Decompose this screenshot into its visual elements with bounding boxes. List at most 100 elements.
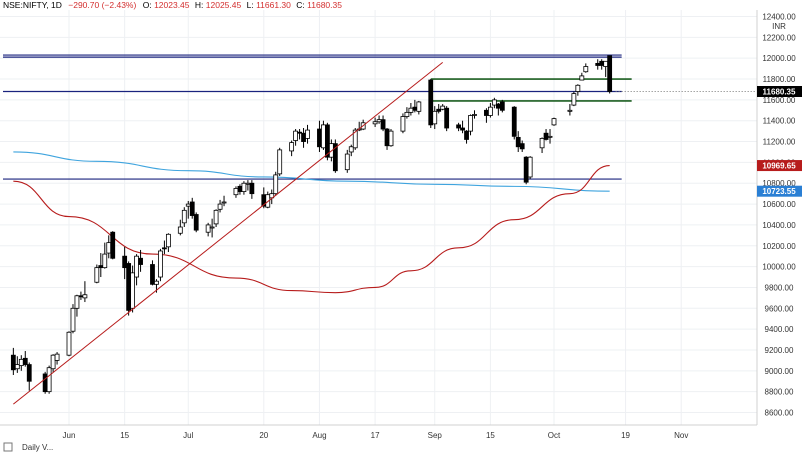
candle-body[interactable]	[491, 99, 497, 106]
candle-body[interactable]	[583, 66, 589, 73]
candle-body[interactable]	[217, 203, 223, 210]
candle-body[interactable]	[46, 367, 52, 393]
candle-body[interactable]	[154, 280, 159, 285]
candle-body[interactable]	[134, 255, 139, 278]
candle-body[interactable]	[325, 124, 330, 158]
candle-body[interactable]	[547, 135, 553, 138]
candle-body[interactable]	[297, 131, 302, 134]
moving-average-fast-line[interactable]	[13, 151, 610, 192]
candle-body[interactable]	[400, 116, 406, 132]
candle-body[interactable]	[130, 272, 136, 309]
candle-body[interactable]	[70, 307, 76, 332]
candle-body[interactable]	[193, 214, 199, 231]
candle-body[interactable]	[511, 106, 517, 137]
candle-body[interactable]	[233, 188, 239, 196]
candle-body[interactable]	[404, 111, 410, 117]
candle-body[interactable]	[376, 119, 382, 123]
candle-body[interactable]	[305, 129, 310, 139]
candle-body[interactable]	[181, 209, 187, 224]
candle-body[interactable]	[185, 203, 191, 207]
candle-body[interactable]	[344, 153, 350, 171]
candle-body[interactable]	[551, 118, 557, 126]
candle-body[interactable]	[575, 84, 581, 92]
candle-body[interactable]	[321, 124, 326, 149]
candle-body[interactable]	[165, 233, 171, 248]
candle-body[interactable]	[189, 201, 195, 216]
candle-body[interactable]	[249, 182, 255, 195]
moving-average-slow-line[interactable]	[13, 165, 610, 294]
candle-body[interactable]	[380, 119, 386, 130]
candle-body[interactable]	[352, 129, 358, 149]
candle-body[interactable]	[138, 257, 143, 265]
candle-body[interactable]	[599, 60, 605, 66]
candle-body[interactable]	[472, 114, 477, 116]
candle-body[interactable]	[519, 143, 525, 150]
candle-body[interactable]	[603, 60, 609, 67]
candle-body[interactable]	[66, 331, 72, 356]
candle-body[interactable]	[348, 146, 354, 153]
candle-body[interactable]	[384, 128, 390, 147]
candle-body[interactable]	[177, 226, 183, 234]
candle-body[interactable]	[205, 224, 211, 233]
candle-body[interactable]	[317, 128, 322, 148]
candle-body[interactable]	[388, 130, 394, 147]
candle-body[interactable]	[456, 124, 461, 129]
candle-body[interactable]	[595, 62, 601, 66]
candle-body[interactable]	[523, 156, 529, 183]
candle-body[interactable]	[416, 101, 422, 112]
candle-body[interactable]	[50, 354, 56, 370]
candle-body[interactable]	[150, 264, 155, 285]
candle-body[interactable]	[428, 79, 434, 126]
candle-body[interactable]	[74, 295, 80, 309]
candle-body[interactable]	[18, 358, 24, 367]
candle-body[interactable]	[209, 226, 215, 229]
candle-body[interactable]	[42, 373, 48, 393]
candle-body[interactable]	[293, 130, 298, 141]
candle-body[interactable]	[460, 127, 465, 131]
candle-body[interactable]	[301, 132, 306, 142]
candle-body[interactable]	[468, 115, 473, 132]
candle-body[interactable]	[372, 121, 378, 125]
candle-body[interactable]	[543, 132, 549, 140]
candle-body[interactable]	[122, 255, 128, 269]
candle-body[interactable]	[82, 294, 88, 299]
candle-body[interactable]	[332, 143, 338, 172]
candle-body[interactable]	[440, 105, 446, 110]
candles[interactable]	[10, 55, 613, 394]
trendline[interactable]	[13, 61, 443, 405]
candle-body[interactable]	[265, 194, 271, 208]
candle-body[interactable]	[126, 263, 132, 311]
candle-body[interactable]	[579, 75, 585, 81]
candle-body[interactable]	[499, 101, 505, 111]
candle-body[interactable]	[98, 265, 104, 269]
candle-body[interactable]	[158, 250, 163, 278]
candle-body[interactable]	[495, 103, 501, 109]
candle-body[interactable]	[245, 182, 251, 185]
candle-body[interactable]	[277, 149, 283, 175]
volume-toggle-icon[interactable]	[3, 442, 13, 452]
candle-body[interactable]	[162, 247, 167, 250]
candle-body[interactable]	[487, 106, 493, 116]
candle-body[interactable]	[221, 201, 227, 204]
candle-body[interactable]	[412, 106, 418, 111]
candle-body[interactable]	[241, 182, 247, 192]
candle-body[interactable]	[527, 156, 533, 178]
candle-body[interactable]	[22, 357, 28, 365]
candle-body[interactable]	[10, 354, 16, 371]
candle-body[interactable]	[464, 130, 469, 140]
candle-body[interactable]	[444, 107, 450, 129]
candle-body[interactable]	[432, 110, 438, 125]
trendlines[interactable]	[13, 61, 443, 405]
candle-body[interactable]	[14, 364, 20, 370]
candle-body[interactable]	[571, 93, 577, 106]
candle-body[interactable]	[102, 253, 108, 269]
candle-body[interactable]	[567, 109, 573, 112]
candle-body[interactable]	[110, 231, 116, 259]
candle-body[interactable]	[78, 295, 84, 298]
candle-body[interactable]	[273, 174, 279, 195]
candle-body[interactable]	[408, 107, 414, 113]
candle-body[interactable]	[213, 209, 219, 225]
candle-body[interactable]	[237, 185, 243, 192]
